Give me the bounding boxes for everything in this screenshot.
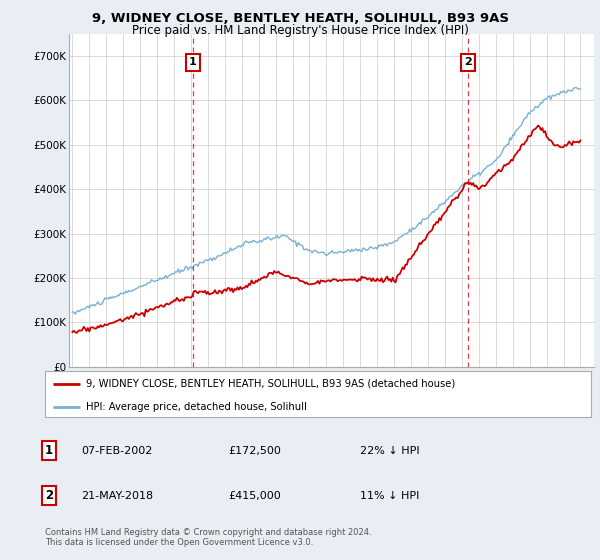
Text: 1: 1: [189, 58, 197, 67]
Text: 21-MAY-2018: 21-MAY-2018: [81, 491, 153, 501]
Text: 1: 1: [45, 444, 53, 458]
Text: 22% ↓ HPI: 22% ↓ HPI: [360, 446, 419, 456]
Text: 07-FEB-2002: 07-FEB-2002: [81, 446, 152, 456]
Text: Contains HM Land Registry data © Crown copyright and database right 2024.
This d: Contains HM Land Registry data © Crown c…: [45, 528, 371, 547]
Text: 2: 2: [464, 58, 472, 67]
Text: £172,500: £172,500: [228, 446, 281, 456]
Text: 2: 2: [45, 489, 53, 502]
Text: £415,000: £415,000: [228, 491, 281, 501]
Text: 11% ↓ HPI: 11% ↓ HPI: [360, 491, 419, 501]
Text: 9, WIDNEY CLOSE, BENTLEY HEATH, SOLIHULL, B93 9AS: 9, WIDNEY CLOSE, BENTLEY HEATH, SOLIHULL…: [91, 12, 509, 25]
Text: Price paid vs. HM Land Registry's House Price Index (HPI): Price paid vs. HM Land Registry's House …: [131, 24, 469, 37]
Text: 9, WIDNEY CLOSE, BENTLEY HEATH, SOLIHULL, B93 9AS (detached house): 9, WIDNEY CLOSE, BENTLEY HEATH, SOLIHULL…: [86, 379, 455, 389]
Text: HPI: Average price, detached house, Solihull: HPI: Average price, detached house, Soli…: [86, 402, 307, 412]
